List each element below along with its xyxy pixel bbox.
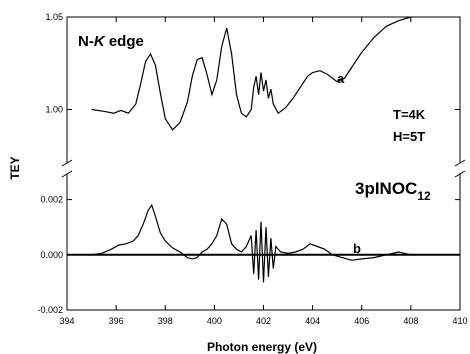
x-tick-label-8: 410: [452, 316, 467, 326]
x-tick-label-3: 400: [207, 316, 222, 326]
axis-break-gap-right: [455, 163, 465, 174]
upper-y-tick-label-0: 1.00: [45, 105, 63, 115]
x-tick-label-6: 406: [354, 316, 369, 326]
series-b-line: [91, 203, 412, 283]
x-tick-label-4: 402: [256, 316, 271, 326]
lower-y-tick-label-2: 0.002: [40, 195, 63, 205]
upper-y-axis-ticks: 1.00 1.05: [45, 12, 460, 115]
edge-label-suffix: edge: [105, 33, 144, 50]
x-tick-label-0: 394: [59, 316, 74, 326]
edge-label: N-K edge: [78, 33, 144, 50]
edge-label-prefix: N-: [78, 33, 94, 50]
axis-break-mark-right-upper: [454, 159, 466, 167]
y-axis-title: TEY: [8, 156, 22, 179]
series-a-label: a: [337, 71, 345, 86]
x-axis-ticks: 394 396 398 400 402 404 406 408 410: [59, 17, 468, 326]
compound-label: 3pINOC12: [355, 179, 431, 203]
x-tick-label-5: 404: [305, 316, 320, 326]
series-a-line: [91, 16, 412, 131]
upper-y-tick-label-1: 1.05: [45, 12, 63, 22]
axis-break-mark-right-lower: [454, 170, 466, 178]
field-label: H=5T: [393, 129, 425, 144]
series-b-label: b: [353, 241, 361, 256]
compound-label-subscript: 12: [417, 189, 431, 203]
x-tick-label-1: 396: [109, 316, 124, 326]
axis-break-mark-left-lower: [61, 170, 73, 178]
x-tick-label-7: 408: [403, 316, 418, 326]
lower-y-tick-label-0: -0.002: [37, 305, 63, 315]
axis-break-mark-left-upper: [61, 159, 73, 167]
lower-y-tick-label-1: 0.000: [40, 250, 63, 260]
temperature-label: T=4K: [393, 107, 426, 122]
x-tick-label-2: 398: [158, 316, 173, 326]
axis-break-gap-left: [62, 163, 72, 174]
x-axis-title: Photon energy (eV): [207, 340, 317, 354]
plot-frame: [66, 16, 461, 311]
edge-label-italic: K: [94, 33, 106, 50]
compound-label-main: 3pINOC: [355, 179, 417, 198]
